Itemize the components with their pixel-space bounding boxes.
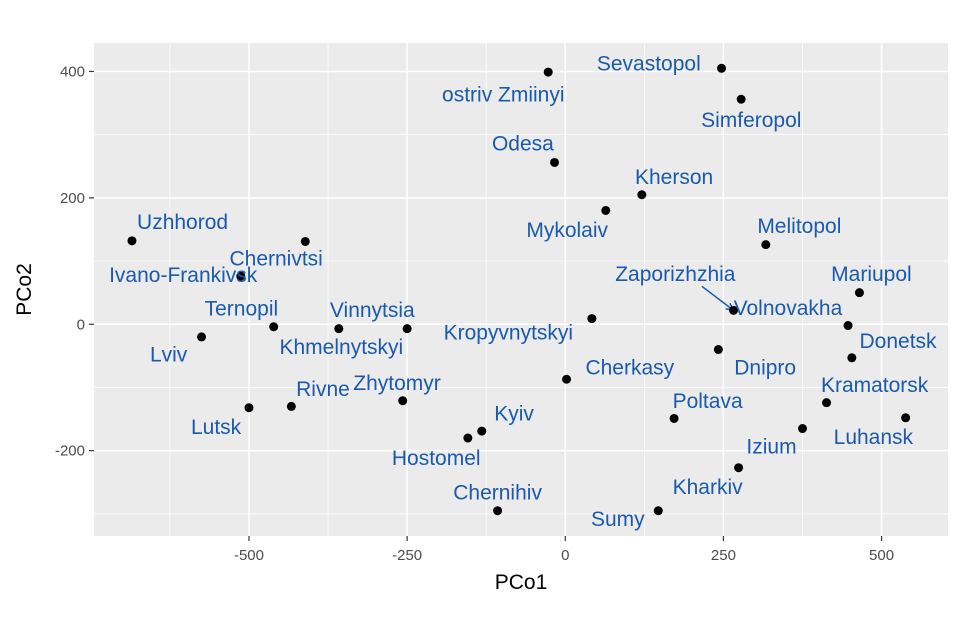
data-point: [854, 288, 864, 298]
data-point: [761, 240, 771, 250]
data-point: [269, 322, 279, 332]
point-label: Zaporizhzhia: [615, 263, 736, 286]
point-label: Ivano-Frankivsk: [109, 264, 258, 287]
data-point: [562, 374, 572, 384]
x-tick-label: 250: [711, 547, 736, 564]
data-point: [798, 424, 808, 434]
data-point: [729, 305, 739, 315]
data-point: [901, 413, 911, 423]
data-point: [402, 324, 412, 334]
data-point: [669, 413, 679, 423]
data-point: [398, 396, 408, 406]
y-tick-label: 400: [60, 63, 85, 80]
point-label: Cherkasy: [585, 356, 674, 379]
data-point: [847, 353, 857, 363]
data-points: [127, 63, 911, 516]
point-label: Melitopol: [757, 215, 841, 238]
point-label: Sumy: [591, 508, 645, 531]
data-point: [637, 190, 647, 200]
x-axis-ticks: -500 -250 0 250 500: [234, 536, 894, 564]
point-label: Kherson: [635, 166, 713, 189]
point-label: Kropyvnytskyi: [444, 322, 574, 345]
y-tick-label: 200: [60, 190, 85, 207]
point-label: Kramatorsk: [821, 374, 929, 397]
point-label: Mykolaiv: [526, 219, 608, 242]
point-label: Mariupol: [831, 263, 912, 286]
minor-gridlines: [94, 43, 948, 536]
point-label: Lviv: [150, 344, 188, 367]
panel-background: [94, 43, 948, 536]
point-label: Volnovakha: [734, 297, 843, 320]
x-tick-label: -500: [234, 547, 264, 564]
y-axis-ticks: -200 0 200 400: [55, 63, 94, 460]
point-label: Izium: [746, 435, 796, 458]
data-point: [587, 314, 597, 324]
data-point: [463, 433, 473, 443]
data-point: [717, 63, 727, 73]
data-point: [843, 321, 853, 331]
x-tick-label: -250: [392, 547, 422, 564]
data-point: [300, 236, 310, 246]
data-point: [477, 426, 487, 436]
data-point: [550, 157, 560, 167]
point-label: Sevastopol: [597, 52, 701, 75]
point-label: Hostomel: [392, 447, 481, 470]
data-point: [653, 506, 663, 516]
data-point: [236, 271, 246, 281]
y-tick-label: 0: [77, 316, 85, 333]
data-point: [822, 398, 832, 408]
point-label: Kharkiv: [673, 476, 744, 499]
y-axis-title: PCo2: [13, 263, 36, 316]
point-label: Poltava: [673, 390, 743, 413]
point-label: Khmelnytskyi: [279, 336, 403, 359]
data-point: [493, 506, 503, 516]
point-label: Lutsk: [191, 416, 242, 439]
point-label: ostriv Zmiinyi: [442, 83, 565, 106]
data-point: [734, 463, 744, 473]
y-tick-label: -200: [55, 443, 85, 460]
point-label: Chernihiv: [453, 482, 542, 505]
point-label: Rivne: [296, 378, 350, 401]
data-point: [244, 403, 254, 413]
data-point: [543, 67, 553, 77]
data-point: [736, 94, 746, 104]
data-point: [127, 236, 137, 246]
data-point: [197, 332, 207, 342]
point-label: Odesa: [492, 133, 554, 156]
leader-line: [701, 285, 735, 311]
point-label: Simferopol: [701, 109, 801, 132]
data-point: [334, 324, 344, 334]
point-label: Dnipro: [734, 356, 796, 379]
x-axis-title: PCo1: [495, 571, 548, 594]
x-tick-label: 500: [869, 547, 894, 564]
point-label: Chernivtsi: [229, 248, 322, 271]
point-labels: Sevastopol ostriv Zmiinyi Simferopol Odesa K…: [109, 52, 937, 531]
point-label: Uzhhorod: [137, 211, 228, 234]
data-point: [286, 401, 296, 411]
data-point: [713, 345, 723, 355]
point-label: Ternopil: [205, 298, 279, 321]
major-gridlines: [94, 43, 948, 536]
point-label: Donetsk: [860, 330, 938, 353]
x-tick-label: 0: [561, 547, 569, 564]
point-label: Vinnytsia: [330, 299, 415, 322]
point-label: Kyiv: [494, 403, 534, 426]
point-label: Zhytomyr: [353, 372, 441, 395]
data-point: [601, 205, 611, 215]
point-label: Luhansk: [834, 426, 914, 449]
